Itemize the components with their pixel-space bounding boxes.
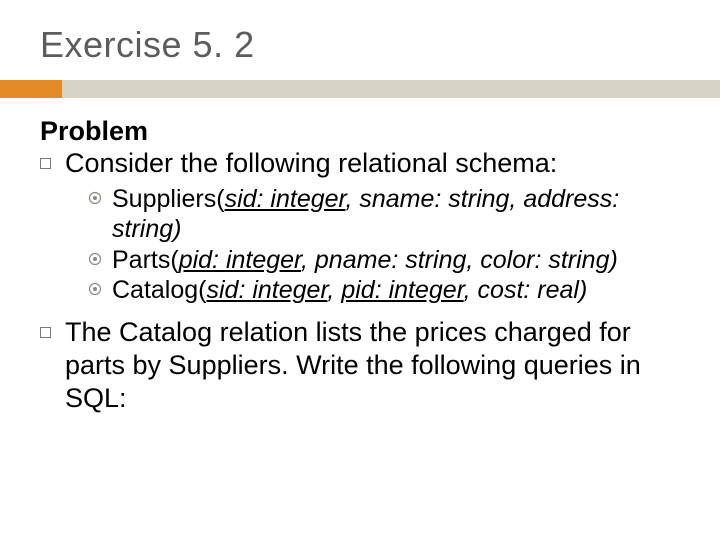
schema-key: sid: integer: [225, 185, 346, 213]
schema-item: Parts(pid: integer, pname: string, color…: [88, 245, 684, 276]
schema-item: Suppliers(sid: integer, sname: string, a…: [88, 184, 684, 245]
square-bullet-icon: [40, 158, 51, 169]
title-underline-bar: [0, 80, 720, 98]
schema-prefix: Suppliers(: [112, 185, 225, 213]
schema-item: Catalog(sid: integer, pid: integer, cost…: [88, 275, 684, 306]
schema-sep: ,: [327, 276, 341, 304]
circle-dot-icon: [88, 252, 104, 266]
schema-list: Suppliers(sid: integer, sname: string, a…: [88, 184, 684, 306]
slide-content: Problem Consider the following relationa…: [40, 116, 684, 415]
bullet-text: The Catalog relation lists the prices ch…: [65, 316, 684, 415]
circle-dot-icon: [88, 191, 104, 205]
schema-prefix: Catalog(: [112, 276, 207, 304]
bullet-item: Consider the following relational schema…: [40, 147, 684, 180]
problem-heading: Problem: [40, 116, 684, 147]
title-accent-bar: [0, 80, 62, 98]
schema-text: Parts(pid: integer, pname: string, color…: [112, 245, 684, 276]
slide-title: Exercise 5. 2: [40, 24, 680, 66]
schema-key: sid: integer: [207, 276, 328, 304]
schema-key: pid: integer: [341, 276, 463, 304]
bullet-text: Consider the following relational schema…: [65, 147, 684, 180]
schema-text: Suppliers(sid: integer, sname: string, a…: [112, 184, 684, 245]
schema-text: Catalog(sid: integer, pid: integer, cost…: [112, 275, 684, 306]
bullet-item: The Catalog relation lists the prices ch…: [40, 316, 684, 415]
circle-dot-icon: [88, 282, 104, 296]
schema-suffix: , cost: real): [464, 276, 588, 304]
schema-prefix: Parts(: [112, 246, 179, 274]
schema-suffix: , pname: string, color: string): [301, 246, 618, 274]
schema-key: pid: integer: [179, 246, 301, 274]
slide: Exercise 5. 2 Problem Consider the follo…: [0, 0, 720, 540]
square-bullet-icon: [40, 327, 51, 338]
